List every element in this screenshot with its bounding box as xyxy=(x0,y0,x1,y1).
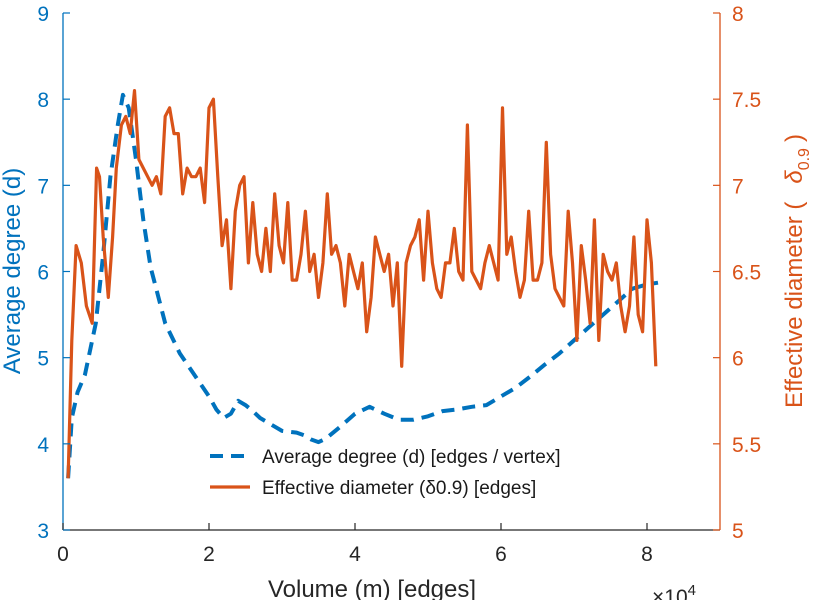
y-right-tick-label: 5 xyxy=(732,520,744,543)
y-axis-right-title-close: ) xyxy=(781,134,808,142)
y-left-tick-label: 4 xyxy=(37,434,49,457)
x-tick-label: 2 xyxy=(203,543,215,566)
y-left-tick-label: 3 xyxy=(37,520,49,543)
y-axis-left-title: Average degree (d) xyxy=(0,168,26,374)
y-left-tick-label: 6 xyxy=(37,262,49,285)
y-axis-right-title: Effective diameter ( δ0.9) xyxy=(781,134,813,408)
y-right-tick-label: 7 xyxy=(732,175,744,198)
plot-area xyxy=(66,88,659,479)
series-line-effective-diameter xyxy=(66,88,658,479)
legend-label-effective-diameter: Effective diameter (δ0.9) [edges] xyxy=(262,478,536,499)
x-tick-label: 6 xyxy=(495,543,507,566)
x-multiplier-exponent: 4 xyxy=(688,582,696,599)
series-line-average-degree xyxy=(66,92,659,479)
y-right-tick-label: 5.5 xyxy=(732,434,761,457)
x-axis-title: Volume (m) [edges] xyxy=(268,576,476,600)
x-axis-multiplier: ×104 xyxy=(652,582,696,600)
legend-label-average-degree: Average degree (d) [edges / vertex] xyxy=(262,447,561,468)
y-right-tick-label: 6 xyxy=(732,348,744,371)
y-axis-right-title-symbol: δ xyxy=(781,170,808,184)
axes: 0 2 4 6 8 3 4 5 6 7 8 9 5 5.5 6 6.5 7 7.5 8 xyxy=(37,3,761,566)
y-left-tick-label: 7 xyxy=(37,175,49,198)
legend: Average degree (d) [edges / vertex] Effec… xyxy=(210,447,561,499)
y-left-tick-label: 5 xyxy=(37,348,49,371)
y-left-tick-label: 9 xyxy=(37,3,49,26)
y-axis-right-title-sub: 0.9 xyxy=(796,148,813,170)
y-right-tick-label: 8 xyxy=(732,3,744,26)
x-multiplier-base: ×10 xyxy=(652,586,688,600)
y-right-tick-label: 7.5 xyxy=(732,89,761,112)
y-right-tick-label: 6.5 xyxy=(732,262,761,285)
y-axis-right-title-text: Effective diameter ( xyxy=(781,202,808,408)
x-tick-label: 4 xyxy=(349,543,361,566)
x-tick-label: 0 xyxy=(57,543,69,566)
x-tick-label: 8 xyxy=(641,543,653,566)
y-left-tick-label: 8 xyxy=(37,89,49,112)
